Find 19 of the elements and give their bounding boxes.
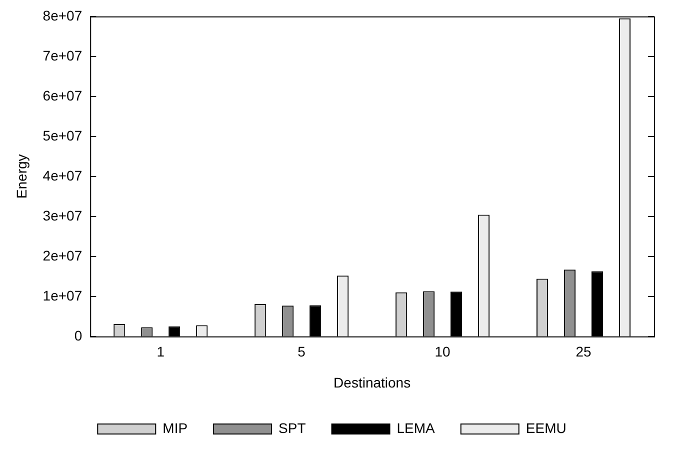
y-axis-title: Energy: [13, 154, 30, 199]
legend-label: EEMU: [526, 420, 566, 436]
y-tick-label: 7e+07: [42, 47, 82, 64]
legend-label: MIP: [162, 420, 188, 436]
y-tick-label: 4e+07: [42, 167, 82, 184]
y-tick-label: 1e+07: [42, 287, 82, 304]
legend-label: SPT: [278, 420, 306, 436]
legend-label: LEMA: [396, 420, 436, 436]
x-tick-label: 10: [434, 344, 451, 360]
x-tick-label: 5: [298, 344, 306, 360]
y-tick-label: 2e+07: [42, 247, 82, 264]
x-tick-label: 1: [156, 344, 165, 360]
y-tick-label: 8e+07: [42, 7, 82, 24]
x-tick-label: 25: [576, 344, 592, 360]
y-tick-label: 3e+07: [42, 207, 82, 224]
x-axis-title: Destinations: [334, 374, 411, 390]
y-tick-label: 5e+07: [42, 127, 82, 144]
y-tick-label: 6e+07: [42, 87, 82, 104]
y-tick-label: 0: [74, 327, 82, 344]
